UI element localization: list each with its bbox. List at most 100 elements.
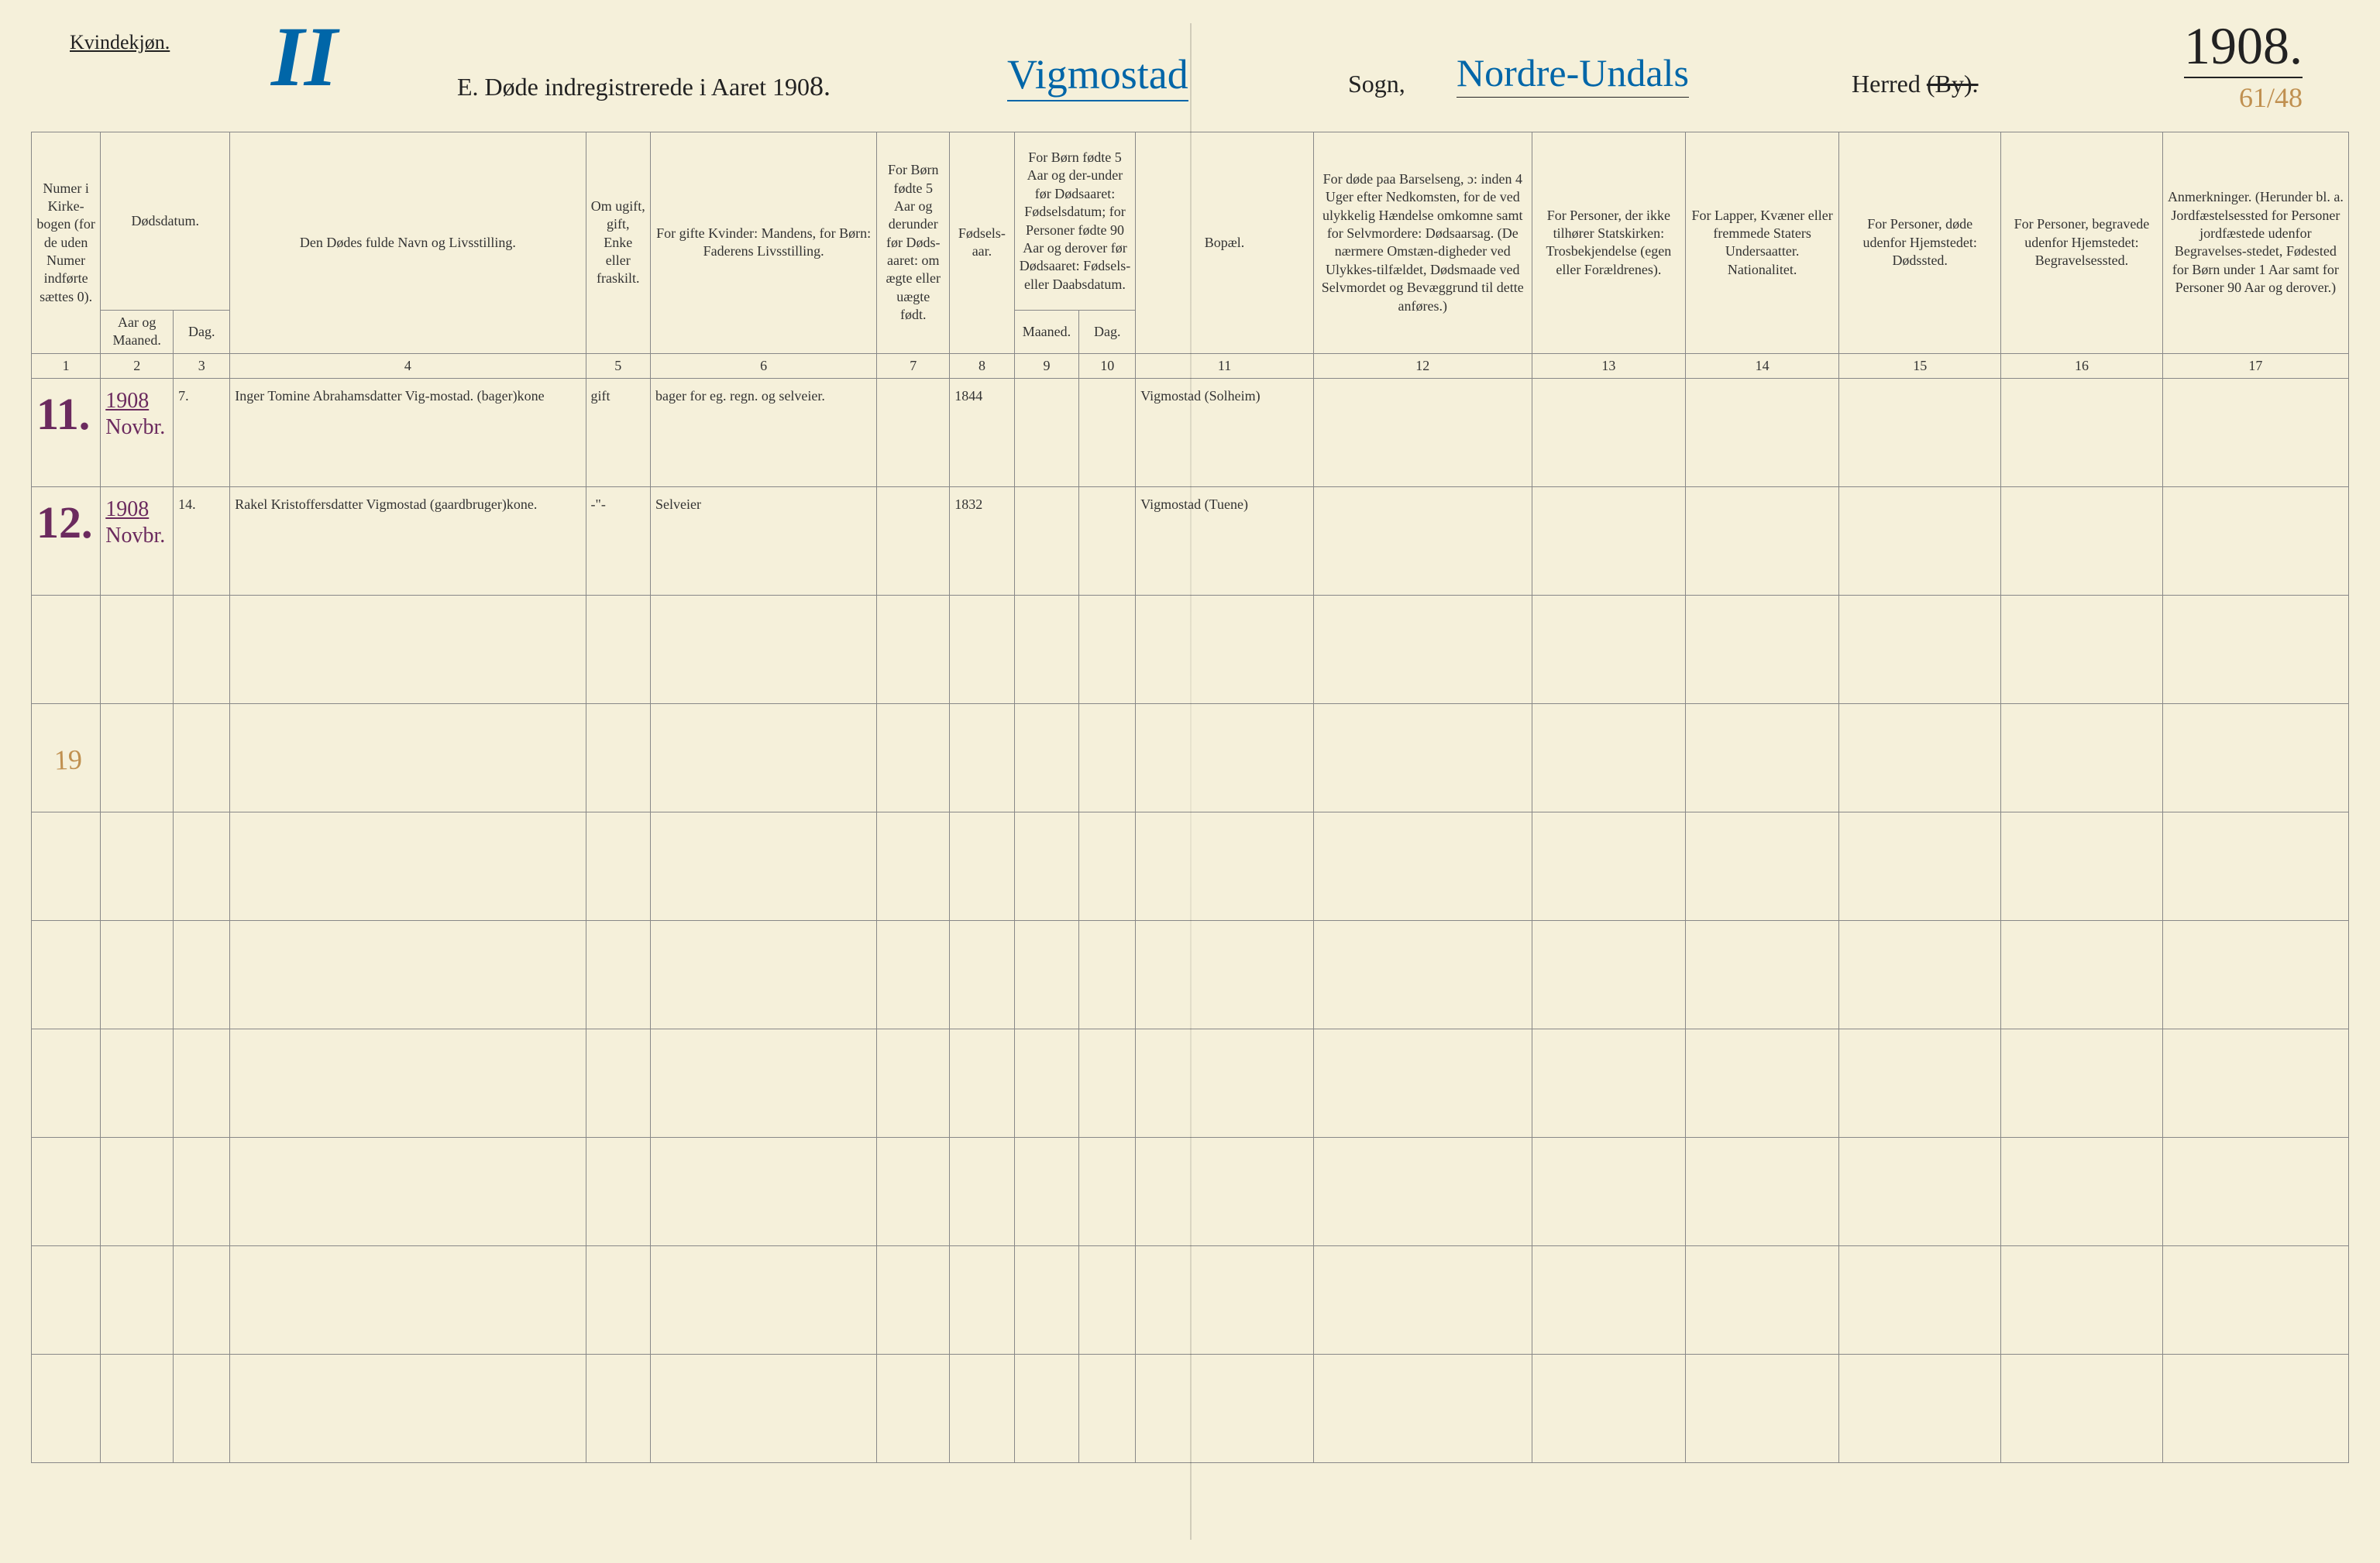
table-row-empty <box>32 1246 2349 1355</box>
cell-civil: -"- <box>586 487 651 596</box>
cell-husband: bager for eg. regn. og selveier. <box>651 379 877 487</box>
cell-c7 <box>877 379 950 487</box>
top-right-year: 1908. <box>2184 15 2303 78</box>
cell-c16 <box>2001 487 2163 596</box>
cell-c13 <box>1532 487 1685 596</box>
table-row-empty <box>32 812 2349 921</box>
col-header-4: Den Dødes fulde Navn og Livsstilling. <box>230 132 586 354</box>
gender-label: Kvindekjøn. <box>70 31 170 54</box>
col-header-12: For døde paa Barselseng, ɔ: inden 4 Uger… <box>1313 132 1532 354</box>
cell-husband: Selveier <box>651 487 877 596</box>
cell-c14 <box>1686 379 1839 487</box>
colnum-8: 8 <box>950 353 1015 378</box>
col-header-6: For gifte Kvinder: Mandens, for Børn: Fa… <box>651 132 877 354</box>
form-title-year: 8. <box>810 70 831 101</box>
cell-yearmonth: 1908 Novbr. <box>101 379 174 487</box>
col-header-2b: Dag. <box>174 311 230 354</box>
table-row-empty <box>32 1355 2349 1463</box>
colnum-11: 11 <box>1136 353 1314 378</box>
cell-num: 12. <box>32 487 101 596</box>
cell-c12 <box>1313 487 1532 596</box>
col-header-7: For Børn fødte 5 Aar og derunder før Død… <box>877 132 950 354</box>
col-header-5: Om ugift, gift, Enke eller fraskilt. <box>586 132 651 354</box>
herred-label-text: Herred <box>1852 70 1921 98</box>
cell-name: Inger Tomine Abrahamsdatter Vig-mostad. … <box>230 379 586 487</box>
table-header: Numer i Kirke-bogen (for de uden Numer i… <box>32 132 2349 379</box>
col-header-2a: Aar og Maaned. <box>101 311 174 354</box>
table-row-empty <box>32 1029 2349 1138</box>
cell-civil: gift <box>586 379 651 487</box>
col-header-14: For Lapper, Kvæner eller fremmede Stater… <box>1686 132 1839 354</box>
colnum-10: 10 <box>1079 353 1136 378</box>
colnum-4: 4 <box>230 353 586 378</box>
colnum-5: 5 <box>586 353 651 378</box>
colnum-9: 9 <box>1014 353 1079 378</box>
cell-c13 <box>1532 379 1685 487</box>
cell-c7 <box>877 487 950 596</box>
colnum-3: 3 <box>174 353 230 378</box>
col-header-2-top: Dødsdatum. <box>101 132 230 311</box>
section-roman: II <box>271 8 338 106</box>
table-row-empty <box>32 921 2349 1029</box>
cell-c15 <box>1839 379 2001 487</box>
colnum-1: 1 <box>32 353 101 378</box>
cell-c17 <box>2162 487 2348 596</box>
table-body: 11. 1908 Novbr. 7. Inger Tomine Abrahams… <box>32 379 2349 1463</box>
col-header-8: Fødsels-aar. <box>950 132 1015 354</box>
colnum-16: 16 <box>2001 353 2163 378</box>
cell-c14 <box>1686 487 1839 596</box>
cell-residence: Vigmostad (Tuene) <box>1136 487 1314 596</box>
colnum-15: 15 <box>1839 353 2001 378</box>
herred-name: Nordre-Undals <box>1457 50 1689 98</box>
table-row-empty <box>32 1138 2349 1246</box>
cell-c9a <box>1014 487 1079 596</box>
cell-residence: Vigmostad (Solheim) <box>1136 379 1314 487</box>
colnum-14: 14 <box>1686 353 1839 378</box>
entry-year: 1908 <box>105 496 168 523</box>
herred-label: Herred (By). <box>1852 70 1978 98</box>
cell-day: 14. <box>174 487 230 596</box>
form-title-prefix: E. Døde indregistrerede i Aaret 190 <box>457 73 810 101</box>
entry-year: 1908 <box>105 388 168 414</box>
colnum-2: 2 <box>101 353 174 378</box>
table-row-empty <box>32 704 2349 812</box>
cell-c12 <box>1313 379 1532 487</box>
col-header-13: For Personer, der ikke tilhører Statskir… <box>1532 132 1685 354</box>
entry-number: 11. <box>36 389 90 439</box>
colnum-17: 17 <box>2162 353 2348 378</box>
table-row-empty <box>32 596 2349 704</box>
sogn-name: Vigmostad <box>1007 50 1188 101</box>
column-number-row: 1 2 3 4 5 6 7 8 9 10 11 12 13 14 15 16 1… <box>32 353 2349 378</box>
cell-name: Rakel Kristoffersdatter Vigmostad (gaard… <box>230 487 586 596</box>
col-header-17: Anmerkninger. (Herunder bl. a. Jordfæste… <box>2162 132 2348 354</box>
ledger-page: Kvindekjøn. II E. Døde indregistrerede i… <box>31 23 2349 1540</box>
sogn-label: Sogn, <box>1348 70 1405 98</box>
table-row: 12. 1908 Novbr. 14. Rakel Kristoffersdat… <box>32 487 2349 596</box>
entry-number: 12. <box>36 497 93 548</box>
colnum-7: 7 <box>877 353 950 378</box>
col-header-1: Numer i Kirke-bogen (for de uden Numer i… <box>32 132 101 354</box>
cell-c17 <box>2162 379 2348 487</box>
col-header-15: For Personer, døde udenfor Hjemstedet: D… <box>1839 132 2001 354</box>
page-header: Kvindekjøn. II E. Døde indregistrerede i… <box>31 23 2349 116</box>
cell-yearmonth: 1908 Novbr. <box>101 487 174 596</box>
colnum-13: 13 <box>1532 353 1685 378</box>
col-header-9b: Dag. <box>1079 311 1136 354</box>
cell-birth: 1832 <box>950 487 1015 596</box>
cell-c9b <box>1079 487 1136 596</box>
colnum-12: 12 <box>1313 353 1532 378</box>
cell-c9a <box>1014 379 1079 487</box>
col-header-11: Bopæl. <box>1136 132 1314 354</box>
entry-month: Novbr. <box>105 414 168 441</box>
cell-day: 7. <box>174 379 230 487</box>
cell-birth: 1844 <box>950 379 1015 487</box>
folio-number: 61/48 <box>2239 81 2303 114</box>
entry-month: Novbr. <box>105 523 168 549</box>
table-row: 11. 1908 Novbr. 7. Inger Tomine Abrahams… <box>32 379 2349 487</box>
col-header-9a: Maaned. <box>1014 311 1079 354</box>
cell-c9b <box>1079 379 1136 487</box>
col-header-16: For Personer, begravede udenfor Hjemsted… <box>2001 132 2163 354</box>
colnum-6: 6 <box>651 353 877 378</box>
cell-c15 <box>1839 487 2001 596</box>
herred-by-struck: (By). <box>1927 70 1979 98</box>
